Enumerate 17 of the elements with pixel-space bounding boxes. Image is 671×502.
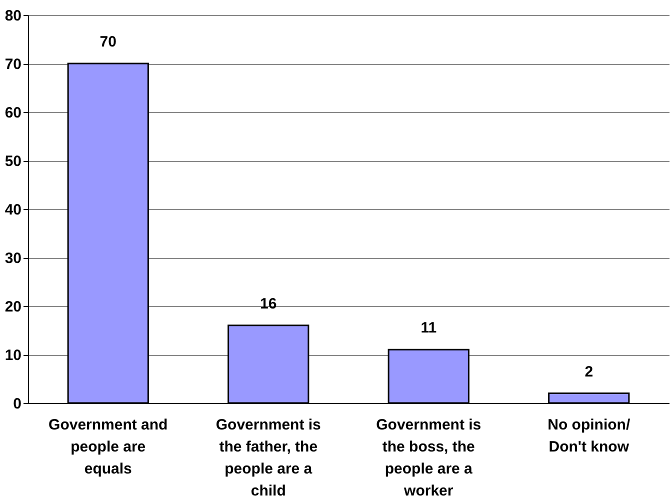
data-label: 16 bbox=[260, 295, 277, 312]
y-tick-label: 70 bbox=[4, 56, 22, 73]
y-tick-label: 20 bbox=[4, 298, 22, 316]
data-label: 11 bbox=[420, 320, 437, 337]
x-tick-label: No opinion/ Don't know bbox=[548, 416, 631, 456]
x-tick-label: Government is the boss, the people are a worker bbox=[376, 416, 482, 500]
y-tick-label: 40 bbox=[4, 202, 22, 218]
y-tick-label: 0 bbox=[13, 396, 22, 412]
data-label: 2 bbox=[584, 363, 594, 380]
y-tick-label: 30 bbox=[4, 250, 22, 267]
data-label: 70 bbox=[100, 34, 116, 50]
x-tick-label: Government and people are equals bbox=[48, 416, 168, 478]
y-tick-label: 50 bbox=[4, 153, 22, 170]
y-tick-label: 80 bbox=[4, 8, 22, 24]
y-tick-label: 10 bbox=[4, 347, 22, 364]
y-tick-label: 60 bbox=[4, 104, 22, 122]
x-tick-label: Government is the father, the people are a child bbox=[216, 416, 321, 500]
